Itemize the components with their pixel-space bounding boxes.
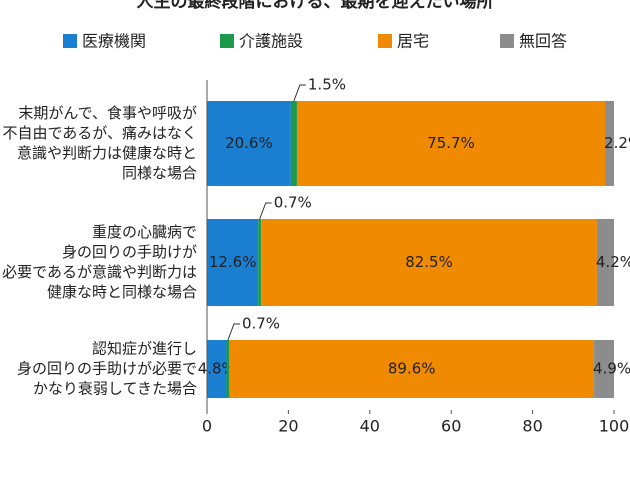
legend-label: 居宅 xyxy=(397,32,429,51)
bar-segment xyxy=(207,101,291,186)
bar-segment xyxy=(226,340,230,398)
category-label: 必要であるが意識や判断力は xyxy=(2,263,197,281)
bar-segment xyxy=(290,101,297,186)
leader-line xyxy=(259,202,272,220)
legend-label: 医療機関 xyxy=(82,32,146,51)
category-label: 認知症が進行し xyxy=(92,340,197,358)
bar-segment xyxy=(261,219,597,306)
category-label: 意識や判断力は健康な時と xyxy=(17,144,197,162)
category-label: 末期がんで、食事や呼吸が xyxy=(18,104,197,122)
value-label: 0.7% xyxy=(274,194,312,212)
bar-segment xyxy=(296,101,606,186)
value-label: 89.6% xyxy=(388,360,436,378)
leader-line xyxy=(227,323,240,341)
value-label: 12.6% xyxy=(209,253,257,271)
x-tick-label: 0 xyxy=(202,417,212,436)
chart-title: 人生の最終段階における、最期を迎えたい場所 xyxy=(137,0,494,12)
value-label: 1.5% xyxy=(308,76,346,94)
category-label: 身の回りの手助けが xyxy=(62,243,197,261)
value-label: 4.9% xyxy=(593,360,630,378)
x-tick-label: 60 xyxy=(441,417,461,436)
value-label: 2.2% xyxy=(604,134,630,152)
value-label: 82.5% xyxy=(405,253,453,271)
value-label: 20.6% xyxy=(225,134,273,152)
x-tick-label: 100 xyxy=(599,417,630,436)
legend-label: 無回答 xyxy=(519,32,567,51)
legend-swatch xyxy=(378,34,392,48)
leader-line xyxy=(293,84,306,102)
bar-segment xyxy=(258,219,262,306)
bar-segment xyxy=(594,340,614,398)
bar-segment xyxy=(207,219,259,306)
category-label: かなり衰弱してきた場合 xyxy=(33,380,197,398)
bar-segment xyxy=(596,219,614,306)
x-tick-label: 20 xyxy=(278,417,298,436)
category-label: 健康な時と同様な場合 xyxy=(47,283,197,301)
value-label: 0.7% xyxy=(242,315,280,333)
category-label: 身の回りの手助けが必要で xyxy=(17,360,197,378)
legend-swatch xyxy=(63,34,77,48)
bar-segment xyxy=(229,340,595,398)
legend-swatch xyxy=(220,34,234,48)
category-label: 重度の心臓病で xyxy=(92,223,197,241)
value-label: 75.7% xyxy=(427,134,475,152)
bar-segment xyxy=(605,101,614,186)
value-label: 4.2% xyxy=(596,253,630,271)
legend-label: 介護施設 xyxy=(239,32,303,51)
x-tick-label: 40 xyxy=(360,417,380,436)
legend-swatch xyxy=(500,34,514,48)
category-label: 同様な場合 xyxy=(122,164,197,182)
bar-segment xyxy=(207,340,227,398)
x-tick-label: 80 xyxy=(522,417,542,436)
category-label: 不自由であるが、痛みはなく xyxy=(2,124,197,142)
